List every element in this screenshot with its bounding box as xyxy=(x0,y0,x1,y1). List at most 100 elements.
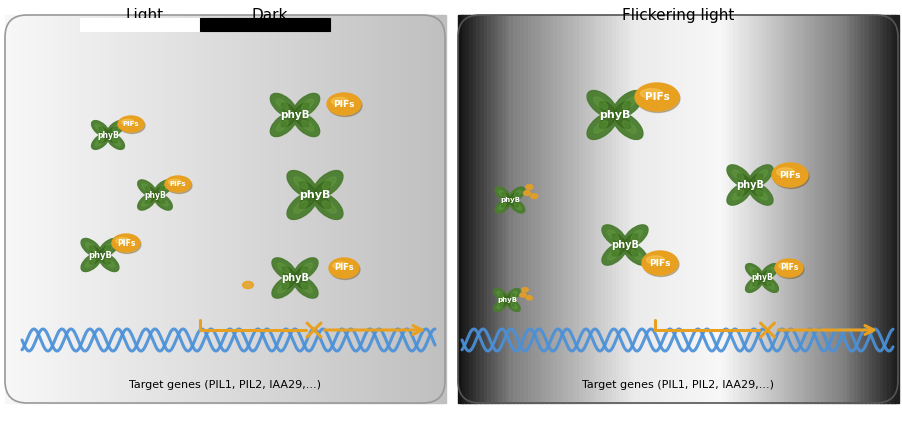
Ellipse shape xyxy=(293,113,319,137)
Ellipse shape xyxy=(752,270,761,278)
Bar xyxy=(670,15,675,403)
Ellipse shape xyxy=(329,259,360,280)
Ellipse shape xyxy=(300,283,312,293)
Ellipse shape xyxy=(112,138,120,146)
Bar xyxy=(846,15,851,403)
Bar xyxy=(148,15,152,403)
Ellipse shape xyxy=(86,243,95,251)
Text: phyB: phyB xyxy=(280,110,309,120)
Bar xyxy=(879,15,883,403)
Bar xyxy=(780,15,785,403)
Bar xyxy=(144,15,149,403)
Ellipse shape xyxy=(602,225,626,247)
Ellipse shape xyxy=(153,193,172,210)
Bar xyxy=(152,15,156,403)
Bar xyxy=(400,15,405,403)
Ellipse shape xyxy=(160,199,168,206)
Ellipse shape xyxy=(614,115,630,129)
Bar xyxy=(667,15,671,403)
Bar xyxy=(130,15,134,403)
Bar xyxy=(415,15,419,403)
Ellipse shape xyxy=(612,244,624,256)
Bar xyxy=(324,15,328,403)
Ellipse shape xyxy=(621,97,636,109)
Bar xyxy=(31,15,35,403)
Ellipse shape xyxy=(599,115,614,129)
Bar xyxy=(713,15,719,403)
Text: PIFs: PIFs xyxy=(644,92,668,102)
Bar xyxy=(86,15,90,403)
Ellipse shape xyxy=(293,276,318,298)
Bar xyxy=(9,15,14,403)
Bar xyxy=(254,15,259,403)
Ellipse shape xyxy=(745,264,762,280)
Text: PIFs: PIFs xyxy=(779,264,797,272)
Bar xyxy=(655,15,660,403)
Ellipse shape xyxy=(749,267,757,275)
Bar xyxy=(199,18,329,31)
Bar xyxy=(861,15,865,403)
Text: Target genes (PIL1, PIL2, IAA29,...): Target genes (PIL1, PIL2, IAA29,...) xyxy=(582,380,773,390)
Text: PIFs: PIFs xyxy=(170,181,186,187)
Bar xyxy=(893,15,898,403)
Bar xyxy=(688,15,693,403)
Bar xyxy=(372,15,376,403)
Bar xyxy=(824,15,828,403)
Bar xyxy=(49,15,53,403)
Ellipse shape xyxy=(91,121,109,137)
Bar xyxy=(360,15,365,403)
Bar xyxy=(889,15,895,403)
Text: Target genes (PIL1, PIL2, IAA29,...): Target genes (PIL1, PIL2, IAA29,...) xyxy=(129,380,320,390)
Bar xyxy=(530,15,536,403)
Bar xyxy=(637,15,641,403)
Bar xyxy=(523,15,528,403)
Ellipse shape xyxy=(498,190,505,197)
Bar xyxy=(335,15,339,403)
Bar xyxy=(868,15,872,403)
Bar xyxy=(750,15,755,403)
Ellipse shape xyxy=(750,174,762,185)
Bar xyxy=(16,15,21,403)
Bar xyxy=(601,15,605,403)
Ellipse shape xyxy=(295,267,308,278)
Ellipse shape xyxy=(322,177,336,189)
Ellipse shape xyxy=(748,183,772,205)
Bar xyxy=(75,15,79,403)
Bar xyxy=(842,15,847,403)
Text: Light: Light xyxy=(125,8,164,23)
Ellipse shape xyxy=(513,190,520,197)
Bar xyxy=(243,15,248,403)
Bar xyxy=(546,15,550,403)
Bar xyxy=(309,15,314,403)
Ellipse shape xyxy=(749,281,757,289)
Bar xyxy=(465,15,469,403)
Bar xyxy=(703,15,707,403)
Ellipse shape xyxy=(112,234,140,252)
Bar xyxy=(483,15,488,403)
Ellipse shape xyxy=(81,253,101,272)
Bar xyxy=(177,15,182,403)
Ellipse shape xyxy=(315,195,330,209)
Bar xyxy=(217,15,222,403)
Bar xyxy=(276,15,281,403)
Ellipse shape xyxy=(145,195,155,203)
Ellipse shape xyxy=(328,258,359,278)
Bar xyxy=(269,15,273,403)
Bar xyxy=(298,15,303,403)
Bar xyxy=(133,15,138,403)
Bar xyxy=(199,15,204,403)
Bar xyxy=(622,15,627,403)
Bar xyxy=(633,15,638,403)
Bar xyxy=(221,15,226,403)
Ellipse shape xyxy=(766,281,774,289)
Bar xyxy=(45,15,50,403)
Ellipse shape xyxy=(160,184,168,191)
Bar xyxy=(247,15,252,403)
Ellipse shape xyxy=(498,203,505,210)
Bar xyxy=(644,15,649,403)
Bar xyxy=(571,15,575,403)
Bar xyxy=(798,15,803,403)
Ellipse shape xyxy=(138,193,156,210)
Ellipse shape xyxy=(630,250,642,260)
Ellipse shape xyxy=(277,263,289,273)
